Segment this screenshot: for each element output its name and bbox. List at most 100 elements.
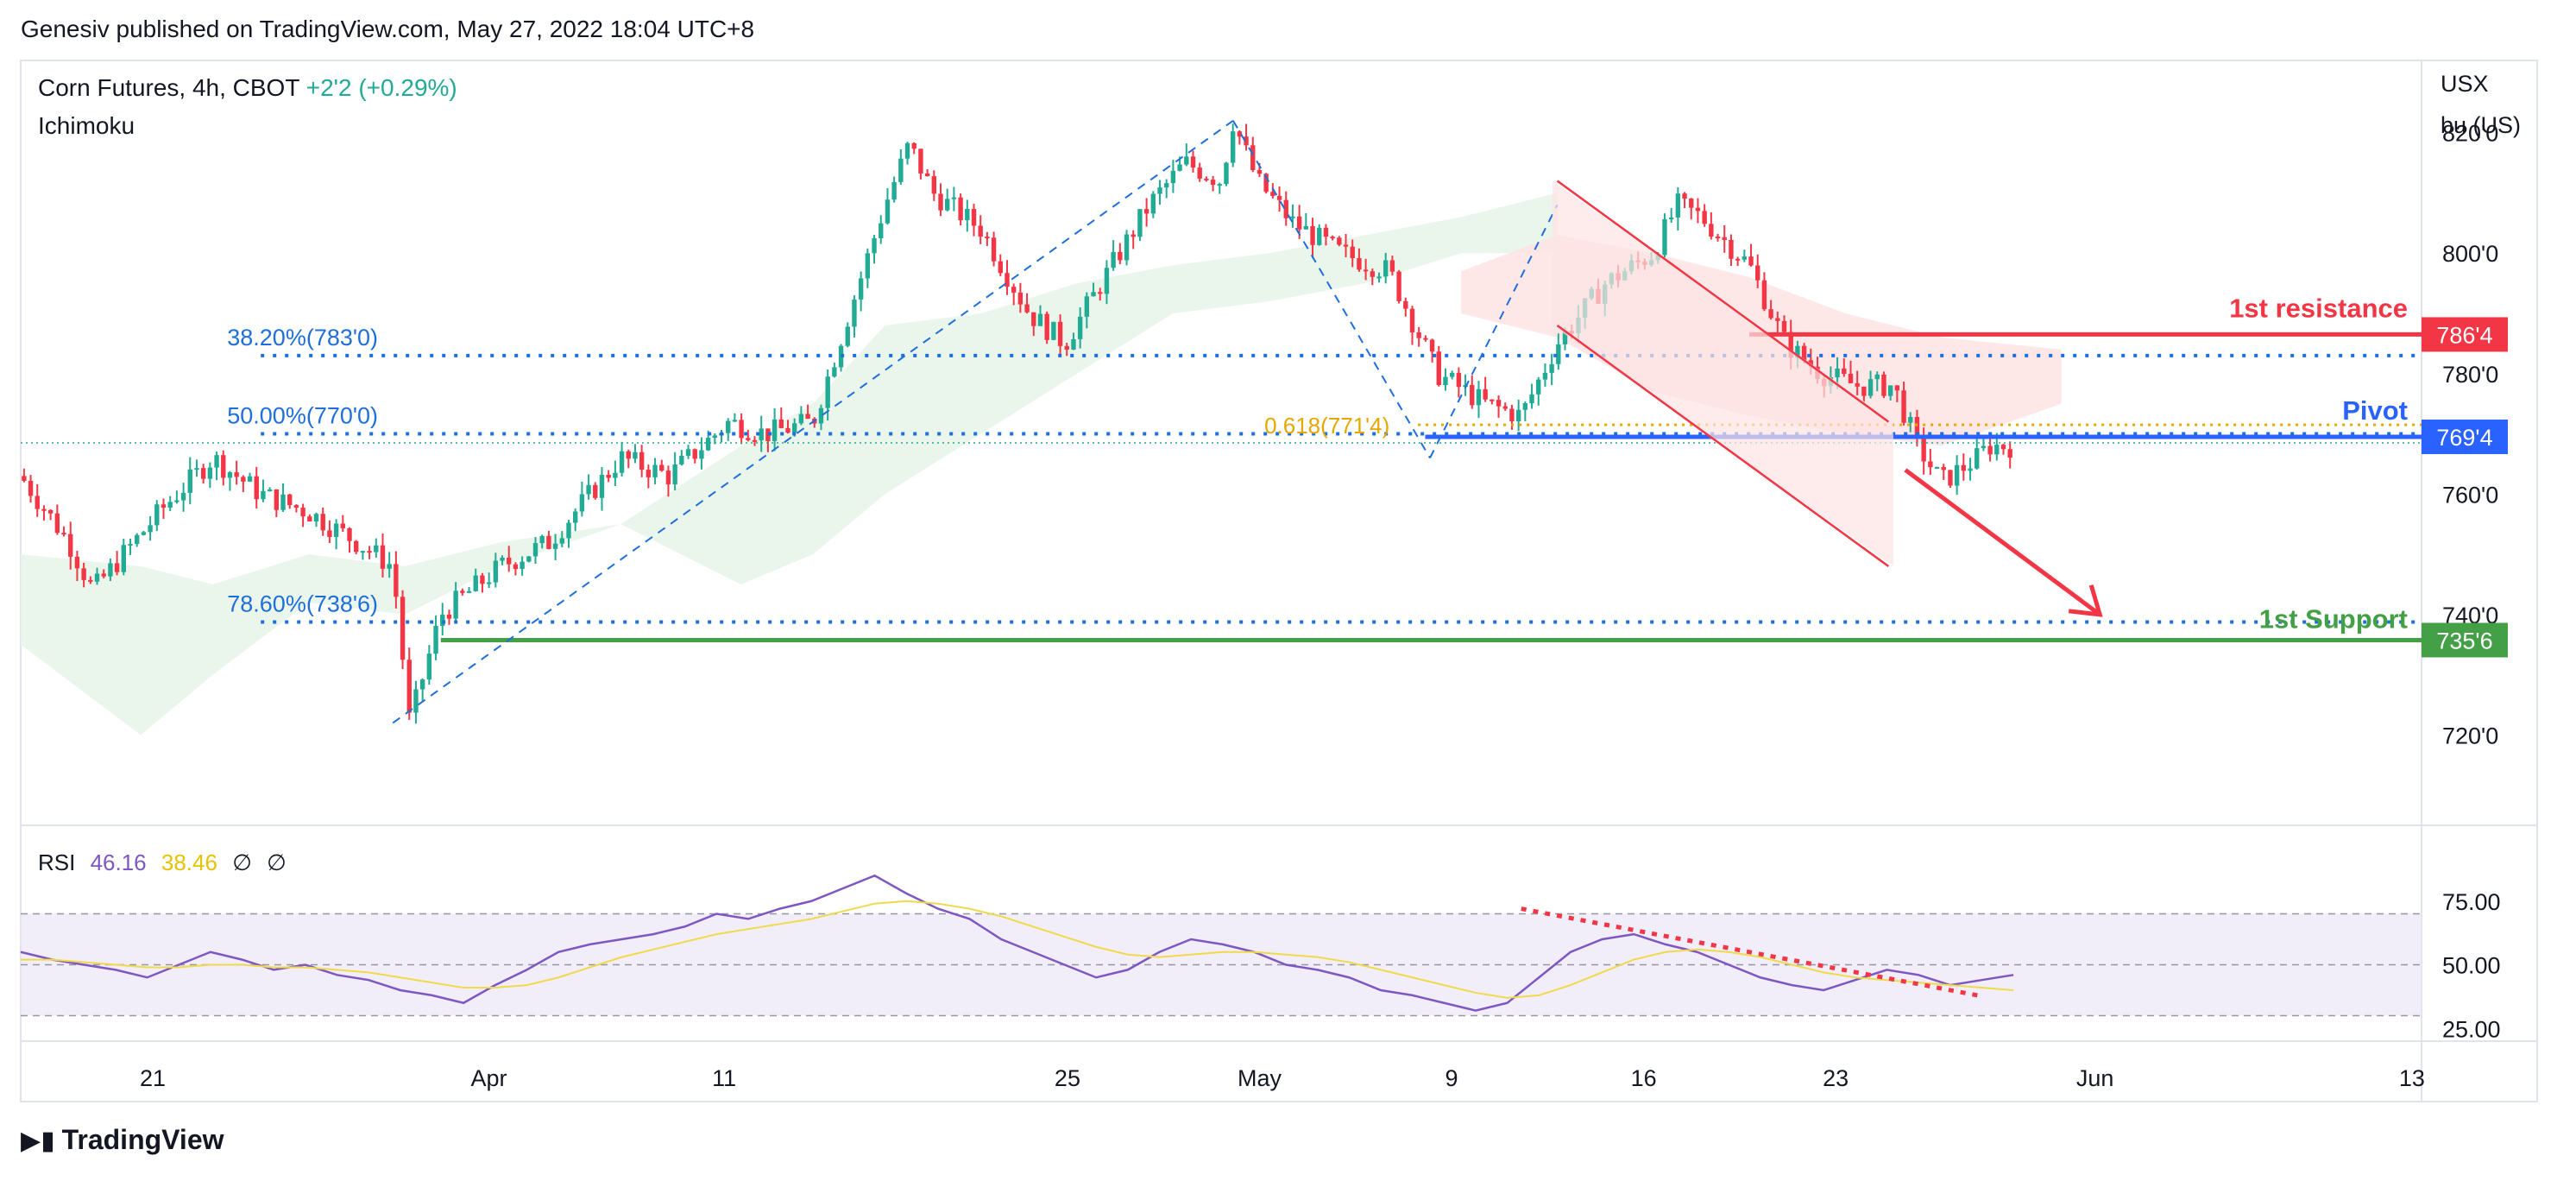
candle-body xyxy=(187,469,192,493)
candle-body xyxy=(1184,156,1189,165)
symbol-name: Corn Futures, 4h, CBOT xyxy=(38,74,299,101)
candle-body xyxy=(772,419,778,441)
candle-body xyxy=(307,516,312,521)
price-change: +2'2 (+0.29%) xyxy=(305,74,457,101)
time-tick-label: 9 xyxy=(1445,1065,1458,1091)
candle-body xyxy=(593,484,598,498)
price-tick-label: 780'0 xyxy=(2442,362,2498,388)
candle-body xyxy=(214,455,219,468)
candle-body xyxy=(639,452,645,471)
candle-body xyxy=(785,427,790,433)
rsi-ma-line xyxy=(21,900,2014,999)
candle-body xyxy=(985,237,990,239)
candle-body xyxy=(1077,316,1083,339)
candle-body xyxy=(347,527,352,541)
candle-body xyxy=(473,575,478,591)
candle-body xyxy=(951,197,957,199)
candle-body xyxy=(1729,239,1734,259)
price-tick-label: 800'0 xyxy=(2442,241,2498,267)
candle-body xyxy=(539,535,545,544)
candle-body xyxy=(1403,300,1408,309)
rsi-tick-label: 50.00 xyxy=(2442,953,2501,979)
unit-label-line2: bu (US) xyxy=(2441,112,2522,138)
candle-body xyxy=(586,484,591,495)
candle-body xyxy=(1848,374,1854,383)
time-tick-label: 16 xyxy=(1631,1065,1657,1091)
candle-body xyxy=(1981,445,1987,449)
candle-body xyxy=(1370,271,1376,277)
candle-body xyxy=(1143,209,1149,214)
candle-body xyxy=(1296,216,1302,230)
price-tag-label-red: 786'4 xyxy=(2436,322,2492,348)
candle-body xyxy=(367,551,372,553)
candle-body xyxy=(35,496,40,509)
candle-body xyxy=(1781,320,1787,332)
candle-body xyxy=(247,476,253,482)
candle-body xyxy=(1476,388,1482,406)
channel-top-line xyxy=(1556,180,1890,423)
candle-body xyxy=(194,468,199,471)
candle-body xyxy=(1104,268,1110,294)
candle-body xyxy=(1389,260,1395,272)
golden-ratio-label: 0.618(771'4) xyxy=(1264,413,1389,439)
candle-body xyxy=(1496,400,1502,407)
candle-body xyxy=(1867,379,1874,396)
candle-body xyxy=(1343,244,1349,247)
candles xyxy=(22,123,2012,724)
candle-body xyxy=(572,511,578,523)
candle-body xyxy=(68,534,73,557)
candle-body xyxy=(1788,332,1793,358)
candle-body xyxy=(1689,199,1694,208)
candle-body xyxy=(426,654,432,680)
candle-body xyxy=(1881,374,1886,396)
candle-body xyxy=(904,142,910,159)
candle-body xyxy=(1177,164,1182,171)
candle-body xyxy=(121,545,126,572)
candle-body xyxy=(1887,385,1893,396)
candle-body xyxy=(1801,345,1807,361)
candle-body xyxy=(394,564,399,597)
candle-body xyxy=(1768,309,1773,319)
candle-body xyxy=(180,492,186,501)
candle-body xyxy=(1416,332,1421,338)
candle-body xyxy=(1164,183,1169,188)
candle-body xyxy=(791,423,797,433)
candle-body xyxy=(1894,385,1900,391)
candle-body xyxy=(1237,131,1243,137)
candle-body xyxy=(652,464,658,477)
candle-body xyxy=(227,472,233,478)
candle-body xyxy=(1350,246,1355,258)
candle-body xyxy=(1490,399,1495,401)
candle-body xyxy=(340,523,345,528)
candle-body xyxy=(1761,280,1767,310)
tradingview-brand: ▶▮ TradingView xyxy=(21,1124,224,1156)
candle-body xyxy=(446,614,452,619)
candle-body xyxy=(261,490,266,500)
candle-body xyxy=(1017,292,1023,305)
candle-body xyxy=(818,407,824,424)
candle-body xyxy=(832,367,837,377)
fib-swing-line xyxy=(1232,120,1431,458)
candle-body xyxy=(1549,363,1554,373)
forecast-arrow-head xyxy=(2068,584,2103,617)
rsi-tick-label: 25.00 xyxy=(2442,1016,2501,1042)
candle-body xyxy=(732,420,738,422)
candle-body xyxy=(320,514,325,531)
candle-body xyxy=(1921,435,1926,462)
forecast-arrow-shaft xyxy=(1904,468,2101,616)
candle-body xyxy=(1775,318,1780,321)
candle-body xyxy=(480,575,485,584)
candle-body xyxy=(679,455,684,464)
candle-body xyxy=(1317,227,1322,245)
rsi-label: RSI xyxy=(38,849,76,875)
candle-body xyxy=(1975,448,1980,469)
publisher-line: Genesiv published on TradingView.com, Ma… xyxy=(21,16,755,42)
candle-body xyxy=(898,158,904,182)
candle-body xyxy=(1709,224,1714,237)
candle-body xyxy=(1668,217,1674,219)
candle-body xyxy=(1310,225,1315,245)
time-tick-label: May xyxy=(1238,1065,1282,1091)
candle-body xyxy=(520,561,525,570)
candle-body xyxy=(965,208,970,221)
